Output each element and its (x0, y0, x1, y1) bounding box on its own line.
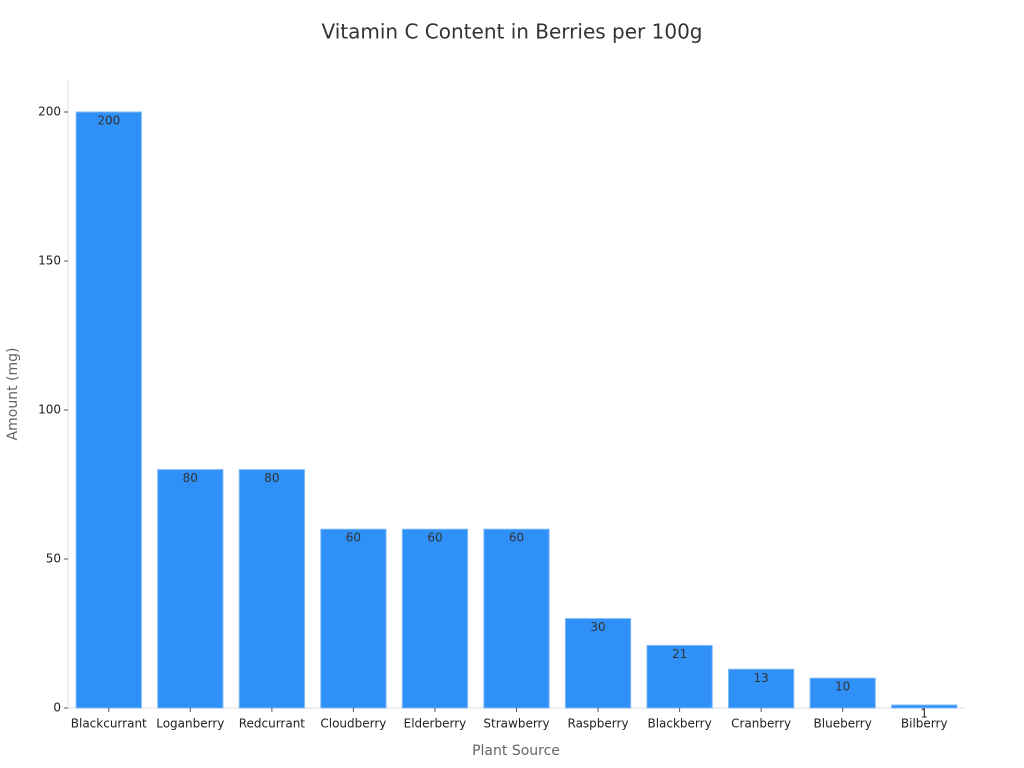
x-axis-title: Plant Source (472, 743, 560, 759)
data-label: 21 (672, 647, 687, 661)
bar (728, 668, 795, 709)
data-label: 1 (920, 707, 928, 721)
bar (809, 677, 876, 709)
data-label: 200 (97, 114, 120, 128)
bar (564, 618, 632, 709)
y-tick-label: 0 (53, 701, 61, 715)
x-tick-label: Bilberry (901, 717, 948, 731)
data-label: 60 (346, 531, 361, 545)
chart-title: Vitamin C Content in Berries per 100g (322, 20, 703, 44)
y-tick-label: 200 (38, 105, 61, 119)
x-tick-label: Strawberry (483, 717, 549, 731)
data-label: 80 (183, 471, 198, 485)
x-tick-label: Blackberry (647, 717, 711, 731)
bar (238, 469, 305, 709)
y-tick-label: 50 (46, 552, 61, 566)
bar (401, 528, 469, 709)
x-tick-label: Raspberry (568, 717, 629, 731)
data-label: 30 (590, 620, 605, 634)
x-tick-label: Blackcurrant (71, 717, 147, 731)
bar (320, 528, 387, 709)
bar (75, 111, 142, 709)
x-tick-label: Blueberry (814, 717, 872, 731)
data-label: 80 (264, 471, 279, 485)
data-label: 60 (509, 531, 524, 545)
y-tick-label: 100 (38, 403, 61, 417)
data-label: 60 (427, 531, 442, 545)
x-tick-label: Cloudberry (320, 717, 386, 731)
bar (157, 469, 224, 709)
y-axis-title: Amount (mg) (5, 348, 21, 441)
data-label: 10 (835, 680, 850, 694)
x-tick-label: Cranberry (731, 717, 791, 731)
x-tick-label: Loganberry (156, 717, 224, 731)
x-tick-label: Elderberry (404, 717, 467, 731)
bar (483, 528, 550, 709)
data-label: 13 (753, 671, 768, 685)
x-tick-label: Redcurrant (239, 717, 306, 731)
y-tick-label: 150 (38, 254, 61, 268)
bar (646, 644, 713, 709)
